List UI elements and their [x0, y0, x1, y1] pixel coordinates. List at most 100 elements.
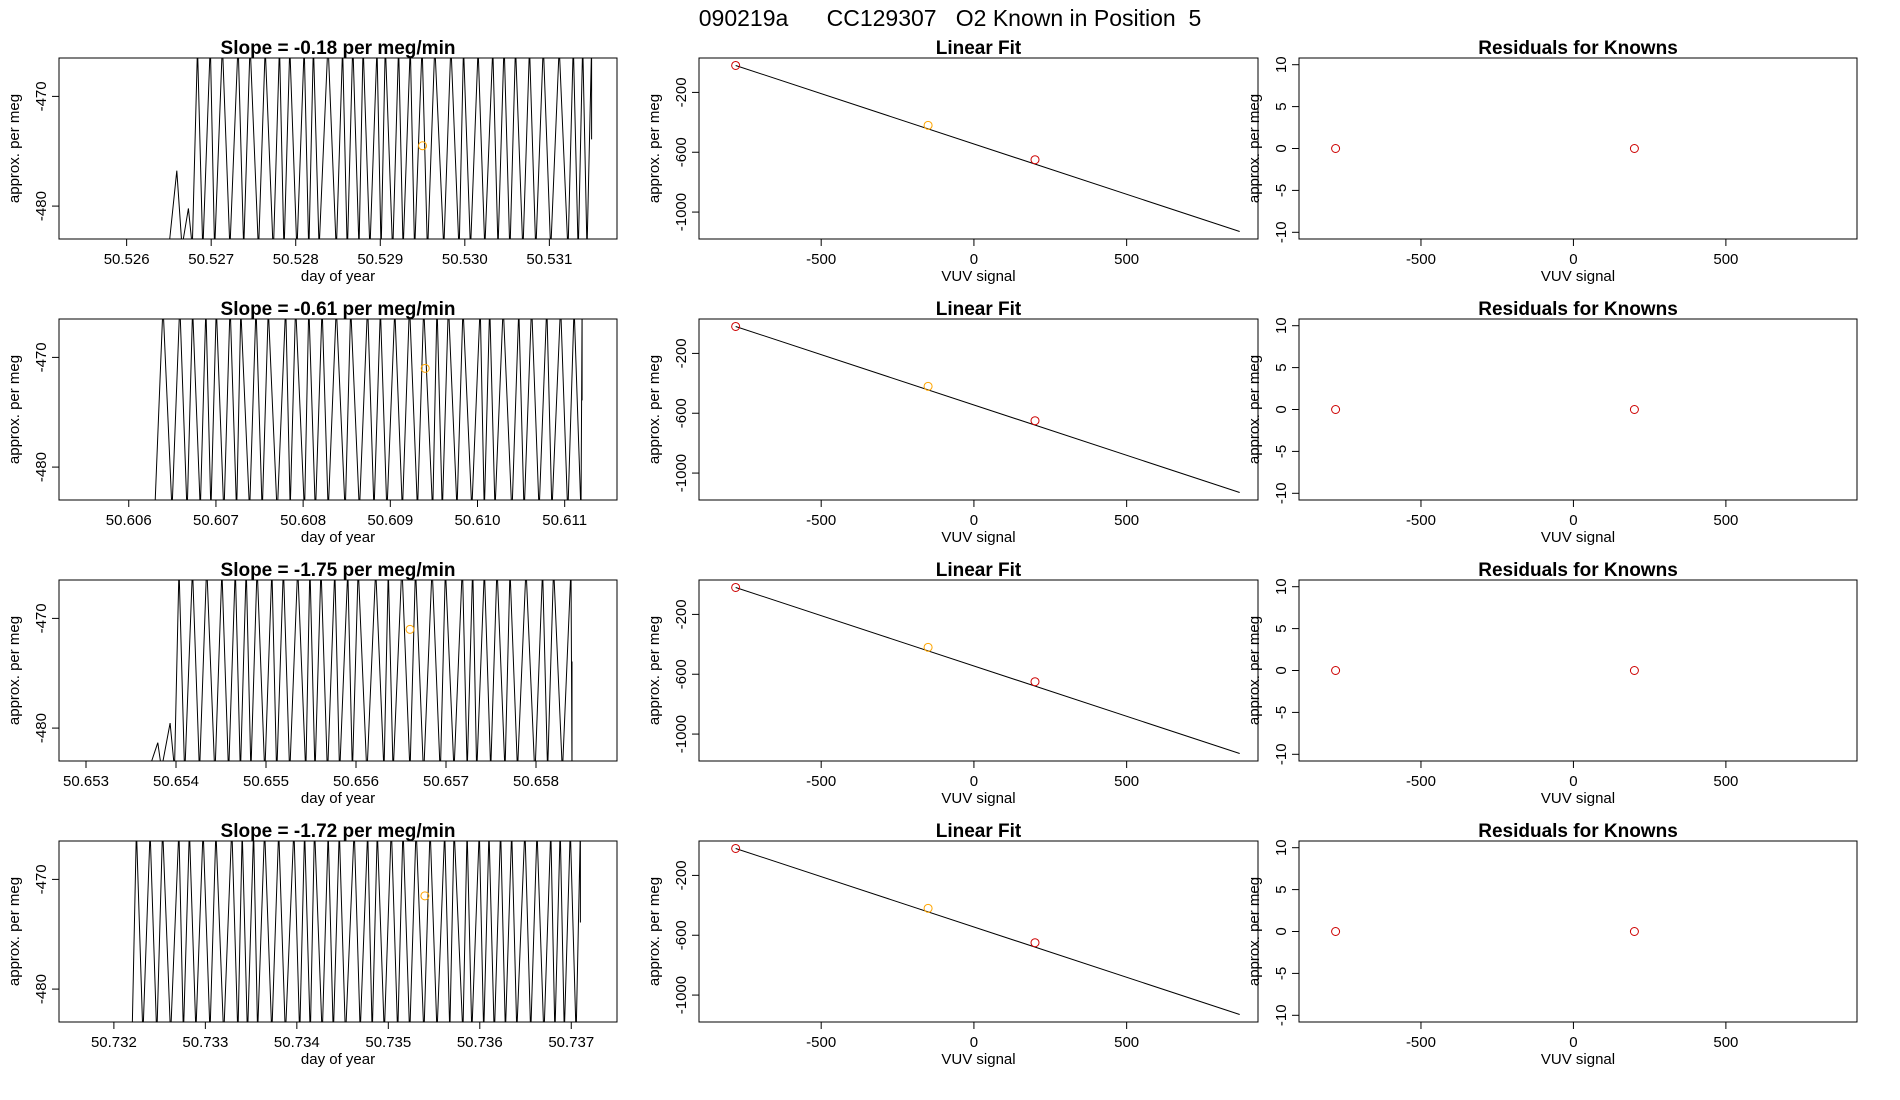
x-tick-label: 50.657	[423, 773, 469, 790]
y-tick-label: -600	[673, 137, 690, 167]
panel-timeseries-row-3: Slope = -1.75 per meg/min 50.653 50.654 50.…	[6, 560, 618, 807]
y-tick-label: 10	[1273, 839, 1290, 856]
x-tick-label: 50.656	[333, 773, 379, 790]
y-tick-label: -1000	[673, 715, 690, 753]
y-tick-label: 0	[1273, 666, 1290, 674]
plot-frame	[1298, 57, 1858, 240]
sample-point	[923, 642, 933, 652]
y-tick-label: -470	[33, 603, 50, 633]
panel-linear_fit-row-3: Linear Fit -500 0 500 VUV signal -200 -600 -100…	[646, 560, 1259, 807]
x-tick-label: 0	[1569, 512, 1577, 529]
y-tick-label: -470	[33, 81, 50, 111]
y-tick-label: 10	[1273, 578, 1290, 595]
known-point	[731, 582, 741, 592]
sample-point	[405, 624, 415, 634]
y-axis-label: approx. per meg	[6, 877, 23, 986]
panel-title: Slope = -1.72 per meg/min	[221, 821, 456, 842]
y-tick-label: -470	[33, 864, 50, 894]
x-axis-label: VUV signal	[941, 1051, 1015, 1068]
y-tick-label: -480	[33, 452, 50, 482]
plot-area	[1331, 666, 1639, 675]
panel-timeseries-row-2: Slope = -0.61 per meg/min 50.606 50.607 50.…	[6, 299, 618, 546]
known-point	[1629, 405, 1639, 414]
sample-point	[923, 903, 933, 913]
panel-linear_fit-row-2: Linear Fit -500 0 500 VUV signal -200 -600 -100…	[646, 299, 1259, 546]
y-tick-label: -480	[33, 713, 50, 743]
x-tick-label: 50.530	[442, 251, 488, 268]
x-tick-label: 50.527	[188, 251, 234, 268]
x-tick-label: 0	[970, 773, 978, 790]
x-tick-label: 50.529	[357, 251, 403, 268]
known-point	[731, 60, 741, 70]
y-tick-label: 5	[1273, 102, 1290, 110]
y-tick-label: -10	[1273, 221, 1290, 243]
x-tick-label: 50.733	[182, 1034, 228, 1051]
y-tick-label: 0	[1273, 144, 1290, 152]
plot-area	[1331, 144, 1639, 153]
panel-linear_fit-row-1: Linear Fit -500 0 500 VUV signal -200 -600 -100…	[646, 38, 1259, 285]
known-point	[731, 843, 741, 853]
x-tick-label: 50.735	[365, 1034, 411, 1051]
x-tick-label: 0	[970, 251, 978, 268]
y-axis-label: approx. per meg	[646, 877, 663, 986]
panel-title: Slope = -1.75 per meg/min	[221, 560, 456, 581]
panel-title: Linear Fit	[936, 560, 1022, 581]
y-tick-label: -200	[673, 338, 690, 368]
x-tick-label: 500	[1713, 512, 1738, 529]
x-tick-label: 50.606	[106, 512, 152, 529]
x-tick-label: 50.736	[457, 1034, 503, 1051]
series-line	[169, 58, 593, 239]
x-tick-label: 50.607	[193, 512, 239, 529]
x-tick-label: 50.526	[104, 251, 150, 268]
x-tick-label: 50.653	[63, 773, 109, 790]
y-tick-label: -1000	[673, 193, 690, 231]
y-tick-label: -480	[33, 191, 50, 221]
plot-area	[131, 841, 581, 1022]
known-point	[731, 321, 741, 331]
x-tick-label: 50.654	[153, 773, 199, 790]
x-axis-label: VUV signal	[1541, 790, 1615, 807]
known-point	[1629, 666, 1639, 675]
panel-grid: Slope = -0.18 per meg/min 50.526 50.527 50.…	[6, 38, 1858, 1068]
known-point	[1331, 927, 1341, 936]
y-axis-label: approx. per meg	[1246, 94, 1263, 203]
y-tick-label: 5	[1273, 624, 1290, 632]
x-axis-label: VUV signal	[941, 529, 1015, 546]
panel-residuals-row-1: Residuals for Knowns -500 0 500 VUV signal 10…	[1246, 38, 1858, 285]
x-tick-label: 50.655	[243, 773, 289, 790]
y-axis-label: approx. per meg	[1246, 877, 1263, 986]
panel-linear_fit-row-4: Linear Fit -500 0 500 VUV signal -200 -600 -100…	[646, 821, 1259, 1068]
known-point	[1030, 155, 1040, 165]
y-tick-label: -200	[673, 599, 690, 629]
plot-area	[731, 843, 1240, 1015]
x-axis-label: day of year	[301, 268, 375, 285]
x-tick-label: -500	[806, 773, 836, 790]
sample-point	[420, 891, 430, 901]
y-axis-label: approx. per meg	[1246, 355, 1263, 464]
plot-area	[1331, 405, 1639, 414]
x-tick-label: 50.732	[91, 1034, 137, 1051]
known-point	[1629, 144, 1639, 153]
plot-frame	[58, 579, 618, 762]
x-tick-label: 500	[1713, 773, 1738, 790]
y-axis-label: approx. per meg	[646, 616, 663, 725]
x-tick-label: 50.531	[526, 251, 572, 268]
y-tick-label: -480	[33, 974, 50, 1004]
y-tick-label: -5	[1273, 445, 1290, 458]
x-tick-label: -500	[1406, 512, 1436, 529]
x-tick-label: 50.737	[548, 1034, 594, 1051]
x-tick-label: 50.609	[367, 512, 413, 529]
known-point	[1030, 416, 1040, 426]
page-title: 090219a CC129307 O2 Known in Position 5	[699, 5, 1202, 31]
x-tick-label: 0	[1569, 773, 1577, 790]
y-tick-label: 5	[1273, 363, 1290, 371]
y-tick-label: -600	[673, 659, 690, 689]
y-tick-label: -1000	[673, 454, 690, 492]
panel-title: Linear Fit	[936, 38, 1022, 59]
x-tick-label: -500	[806, 512, 836, 529]
x-axis-label: VUV signal	[1541, 529, 1615, 546]
x-axis-label: VUV signal	[941, 268, 1015, 285]
x-tick-label: 500	[1114, 773, 1139, 790]
